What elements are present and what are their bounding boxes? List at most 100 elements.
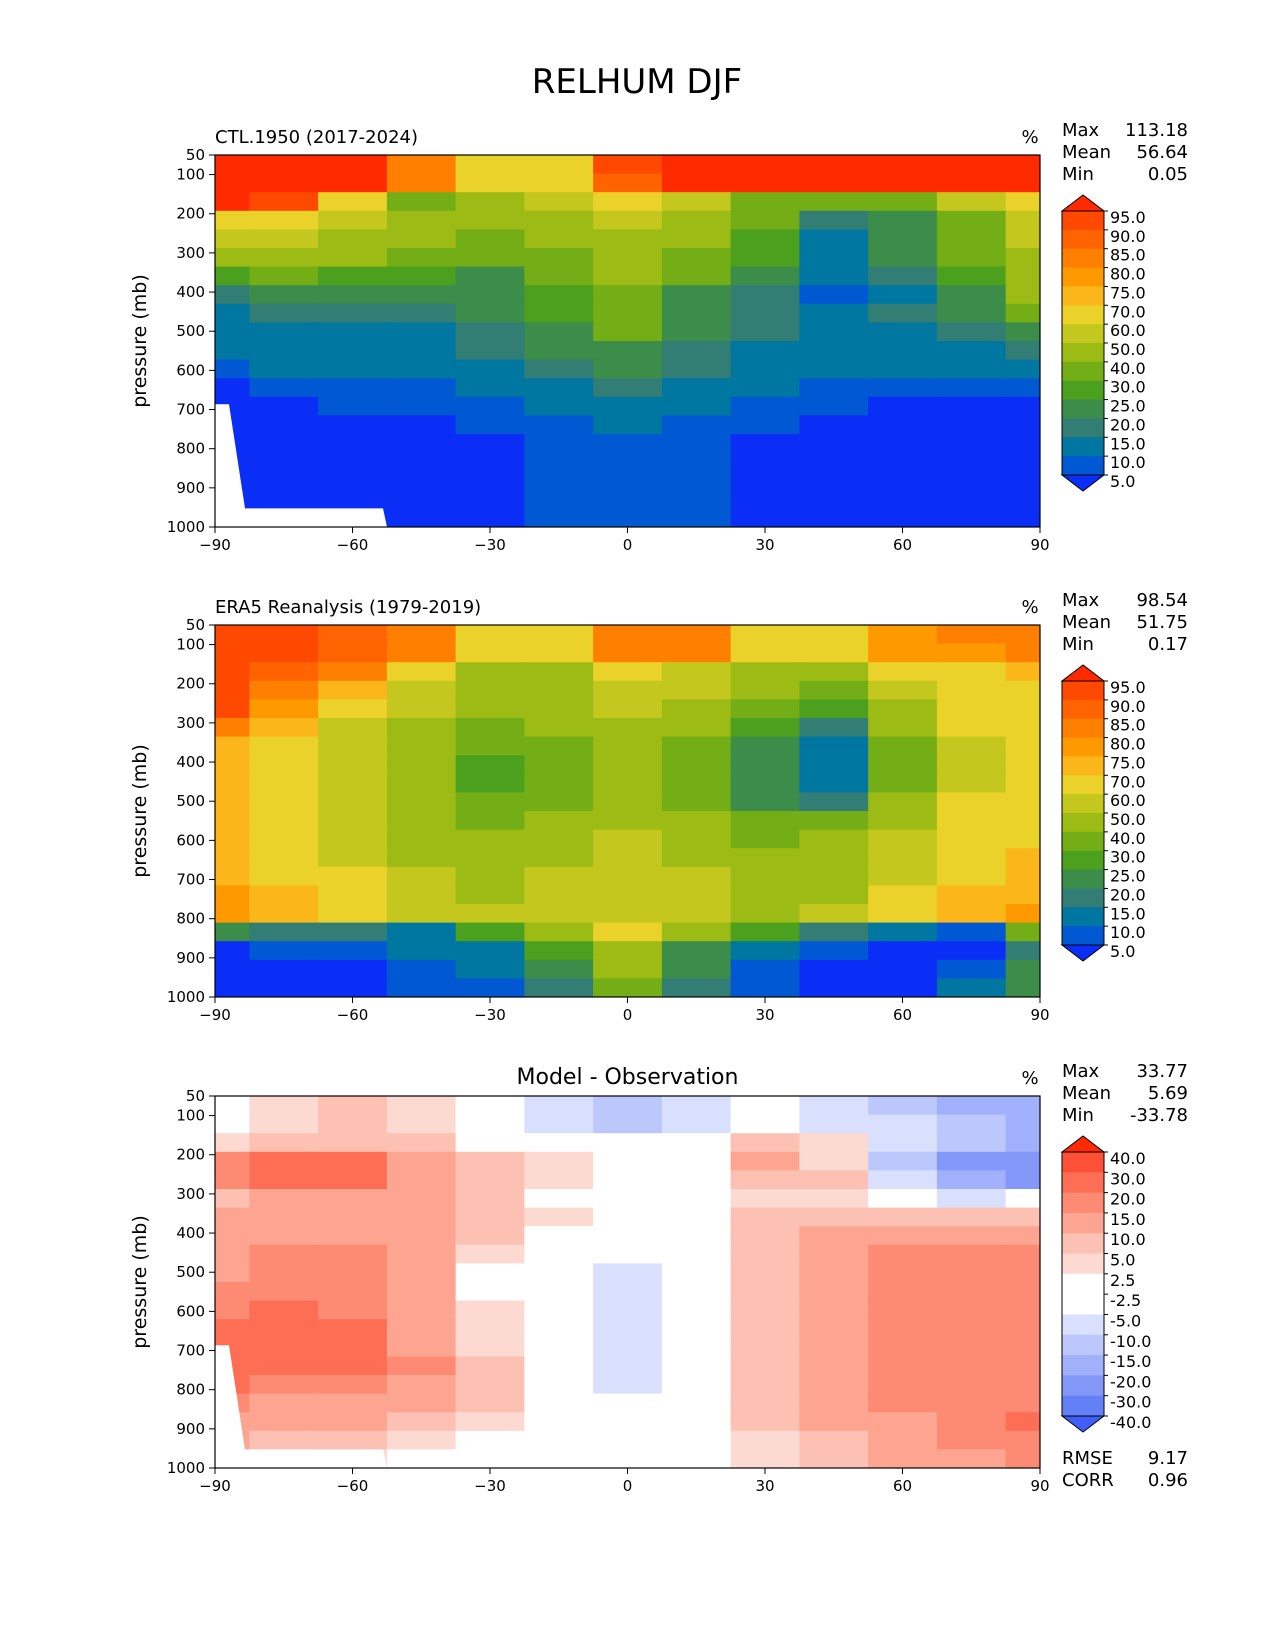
heatmap-cell — [215, 359, 251, 380]
heatmap-cell — [1005, 1282, 1040, 1302]
stats-block: Max 33.77 Mean 5.69 Min -33.78 — [1062, 1061, 1188, 1126]
heatmap-cell — [799, 625, 870, 645]
x-tick-label: 90 — [1030, 1477, 1049, 1495]
heatmap-cell — [318, 452, 388, 473]
heatmap-cell — [524, 792, 595, 812]
y-tick-label: 600 — [176, 831, 205, 849]
colorbar-segment — [1062, 813, 1104, 833]
heatmap-cell — [318, 1337, 388, 1358]
heatmap-cell — [318, 378, 388, 398]
colorbar-label: 70.0 — [1110, 302, 1146, 321]
heatmap-cell — [524, 396, 595, 417]
y-tick-label: 200 — [176, 205, 205, 223]
stat-label: Mean — [1062, 1083, 1111, 1104]
heatmap-cell — [249, 1430, 320, 1451]
colorbar-label: -15.0 — [1110, 1352, 1151, 1371]
heatmap-cell — [455, 811, 526, 831]
x-tick-label: −60 — [337, 1477, 369, 1495]
heatmap-cells — [215, 155, 1040, 527]
heatmap-cell — [524, 229, 595, 249]
heatmap-cell — [936, 959, 1007, 980]
heatmap-cell — [1005, 173, 1040, 194]
y-tick-label: 700 — [176, 871, 205, 889]
heatmap-cell — [386, 885, 457, 905]
heatmap-cell — [524, 1375, 595, 1395]
heatmap-cell — [730, 1300, 801, 1321]
heatmap-cell — [593, 341, 663, 361]
heatmap-cell — [386, 1430, 457, 1451]
heatmap-cell — [593, 210, 663, 231]
colorbar-segment — [1062, 831, 1104, 852]
x-tick-label: 30 — [755, 1006, 774, 1024]
heatmap-cell — [455, 248, 526, 268]
heatmap-cell — [524, 1263, 595, 1283]
heatmap-cell — [799, 210, 870, 231]
heatmap-cell — [868, 922, 938, 943]
heatmap-cell — [318, 625, 388, 645]
heatmap-cell — [799, 866, 870, 887]
heatmap-cell — [936, 643, 1007, 664]
heatmap-cell — [455, 1375, 526, 1395]
heatmap-cell — [1005, 885, 1040, 905]
colorbar-label: 5.0 — [1110, 942, 1135, 961]
heatmap-cell — [868, 192, 938, 212]
y-axis-label: pressure (mb) — [129, 744, 151, 878]
heatmap-cell — [524, 1170, 595, 1190]
colorbar-segment — [1062, 418, 1104, 438]
heatmap-cell — [730, 248, 801, 268]
heatmap-cell — [455, 415, 526, 435]
y-axis: 50 100 200 300 400 500 600 700 800 900 1000 — [167, 146, 215, 536]
heatmap-cell — [318, 359, 388, 380]
heatmap-cell — [318, 1189, 388, 1209]
heatmap-cell — [524, 941, 595, 961]
heatmap-cell — [661, 341, 732, 361]
colorbar-segment — [1062, 775, 1104, 795]
heatmap-cell — [593, 978, 663, 997]
heatmap-cell — [730, 1375, 801, 1395]
heatmap-cell — [249, 699, 320, 719]
heatmap-cell — [249, 173, 320, 194]
heatmap-cell — [249, 155, 320, 175]
colorbar-label: 20.0 — [1110, 1190, 1146, 1209]
y-tick-label: 400 — [176, 1224, 205, 1242]
heatmap-cell — [455, 680, 526, 701]
colorbar: 40.030.020.015.010.05.02.5-2.5-5.0-10.0-… — [1060, 1135, 1151, 1433]
heatmap-cell — [386, 978, 457, 997]
heatmap-cell — [799, 1170, 870, 1190]
heatmap-cell — [455, 489, 526, 510]
heatmap-cell — [799, 285, 870, 305]
heatmap-cell — [1005, 1170, 1040, 1190]
heatmap-cell — [868, 792, 938, 812]
heatmap-cell — [868, 508, 938, 527]
heatmap-cell — [593, 322, 663, 342]
heatmap-cell — [455, 229, 526, 249]
heatmap-cell — [524, 415, 595, 435]
heatmap-cell — [249, 1412, 320, 1432]
heatmap-cell — [936, 1207, 1007, 1228]
heatmap-cell — [661, 396, 732, 417]
heatmap-cell — [799, 1375, 870, 1395]
heatmap-cell — [524, 1300, 595, 1321]
heatmap-cell — [730, 1356, 801, 1376]
heatmap-cell — [1005, 718, 1040, 738]
colorbar-segment — [1062, 699, 1104, 720]
heatmap-cell — [318, 1114, 388, 1135]
heatmap-cell — [524, 1449, 595, 1468]
heatmap-cell — [868, 811, 938, 831]
heatmap-cell — [799, 1263, 870, 1283]
heatmap-cell — [524, 885, 595, 905]
colorbar-segment — [1062, 794, 1104, 814]
heatmap-cell — [318, 229, 388, 249]
heatmap-cell — [730, 1114, 801, 1135]
panel-units: % — [1021, 127, 1038, 148]
heatmap-cell — [249, 978, 320, 997]
heatmap-cell — [386, 341, 457, 361]
heatmap-cell — [215, 1207, 251, 1228]
heatmap-cell — [799, 1096, 870, 1116]
heatmap-cell — [799, 1412, 870, 1432]
heatmap-cell — [249, 322, 320, 342]
heatmap-cell — [249, 192, 320, 212]
heatmap-cell — [524, 489, 595, 510]
heatmap-cell — [661, 736, 732, 757]
colorbar-segment — [1062, 888, 1104, 908]
